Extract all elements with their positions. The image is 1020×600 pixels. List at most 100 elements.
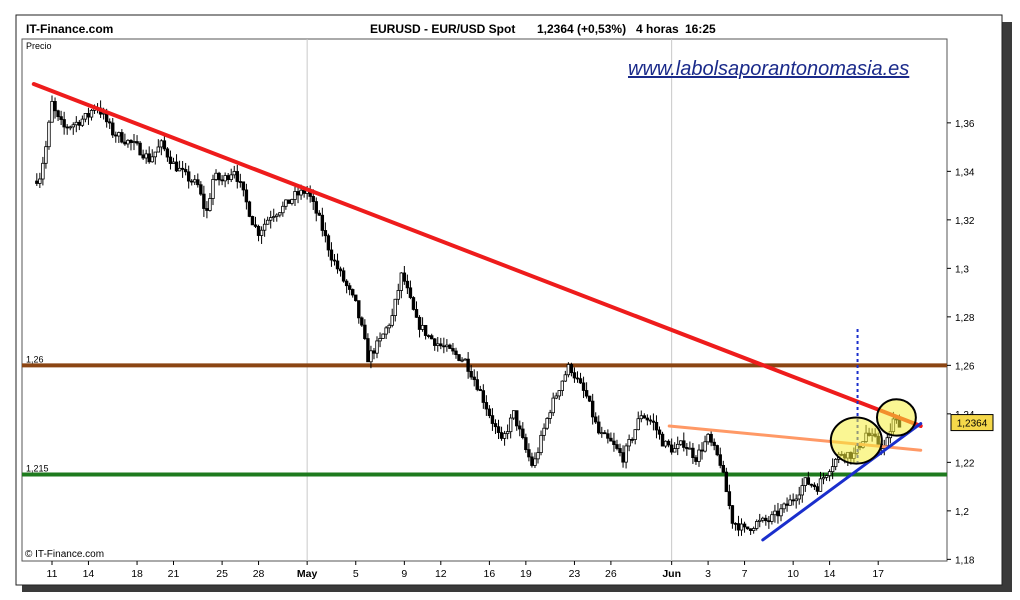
candle-up <box>761 517 765 521</box>
candle-up <box>502 433 507 439</box>
candle-up <box>83 113 88 120</box>
candle-down <box>147 153 151 163</box>
candle-up <box>797 494 801 500</box>
candle-up <box>281 205 285 214</box>
candle-up <box>268 217 273 221</box>
candle-down <box>527 449 531 458</box>
y-tick-label: 1,26 <box>955 361 975 372</box>
candle-down <box>202 193 206 209</box>
candle-up <box>663 440 668 447</box>
candle-down <box>727 491 732 506</box>
candle-down <box>651 420 656 423</box>
last-price-box: 1,2364 <box>950 414 994 432</box>
overlays-layer <box>31 82 923 542</box>
resistance-trendline <box>31 82 923 428</box>
candle-down <box>691 447 695 459</box>
candle-down <box>606 433 610 439</box>
candle-up <box>551 397 555 414</box>
candle-down <box>700 449 704 452</box>
candle-down <box>414 309 419 318</box>
candle-down <box>357 300 361 319</box>
candle-down <box>190 180 194 183</box>
candle-up <box>117 132 121 137</box>
time-label: 16:25 <box>685 22 716 36</box>
candle-down <box>451 348 455 352</box>
candle-down <box>351 289 355 296</box>
candle-down <box>235 171 239 182</box>
x-tick-label: Jun <box>662 568 681 580</box>
panel-label: Precio <box>26 41 52 51</box>
candle-down <box>718 454 722 466</box>
candle-down <box>250 216 255 226</box>
candle-down <box>657 429 662 435</box>
candle-down <box>730 505 735 524</box>
candle-down <box>186 171 191 182</box>
candle-up <box>633 429 637 440</box>
candle-up <box>779 508 783 517</box>
candle-up <box>369 350 373 363</box>
candle-down <box>129 139 133 143</box>
candle-down <box>642 415 647 419</box>
candle-up <box>788 499 792 506</box>
x-tick-label: 25 <box>216 568 228 580</box>
candle-down <box>56 110 60 118</box>
candle-up <box>223 175 227 182</box>
candle-up <box>672 448 677 453</box>
candle-down <box>733 522 738 525</box>
candle-up <box>375 340 379 354</box>
candle-up <box>885 437 890 447</box>
candle-down <box>323 230 328 237</box>
x-tick-label: 7 <box>742 568 748 580</box>
candle-down <box>694 457 698 462</box>
candle-up <box>536 452 540 460</box>
candle-down <box>603 432 607 435</box>
x-axis: 11 14 18 21 25 28 May 5 9 12 16 19 23 26 Jun 3 7 10 14 17 <box>47 561 884 580</box>
candle-up <box>171 161 176 164</box>
candle-down <box>767 520 771 523</box>
x-tick-label: 14 <box>83 568 95 580</box>
candle-up <box>545 418 549 429</box>
candle-down <box>141 154 145 159</box>
candle-down <box>135 141 139 144</box>
candle-down <box>442 345 446 348</box>
candle-down <box>490 415 495 424</box>
candle-up <box>44 146 48 164</box>
candle-down <box>108 121 112 124</box>
candle-down <box>669 444 674 453</box>
candle-down <box>621 452 625 463</box>
candle-up <box>80 118 85 126</box>
candle-down <box>335 260 340 270</box>
candle-up <box>399 272 404 291</box>
candle-down <box>712 441 716 446</box>
candle-down <box>815 486 820 492</box>
candle-down <box>448 344 452 349</box>
y-tick-label: 1,22 <box>955 458 975 469</box>
candle-up <box>393 298 397 316</box>
candle-down <box>590 400 595 418</box>
candle-down <box>524 437 528 451</box>
candles-layer <box>35 95 902 537</box>
last-price-label: 1,2364 <box>957 419 988 430</box>
candle-down <box>417 316 422 330</box>
candle-down <box>736 523 741 531</box>
candle-down <box>530 456 534 466</box>
x-tick-label: 23 <box>569 568 581 580</box>
candle-up <box>463 358 467 361</box>
candle-up <box>827 471 832 476</box>
candle-up <box>68 126 72 129</box>
candle-up <box>833 458 838 468</box>
candle-up <box>508 417 513 433</box>
candle-down <box>499 432 504 439</box>
candle-down <box>332 259 337 262</box>
candle-down <box>660 433 665 447</box>
candle-up <box>132 141 136 143</box>
quote-label: 1,2364 (+0,53%) <box>537 22 626 36</box>
candle-down <box>205 208 209 211</box>
candle-up <box>803 477 807 486</box>
y-tick-label: 1,32 <box>955 216 975 227</box>
y-tick-label: 1,18 <box>955 555 975 566</box>
levels-layer: 1,26 1,215 <box>22 354 947 477</box>
watermark-link[interactable]: www.labolsaporantonomasia.es <box>628 58 909 80</box>
candle-down <box>454 350 458 356</box>
